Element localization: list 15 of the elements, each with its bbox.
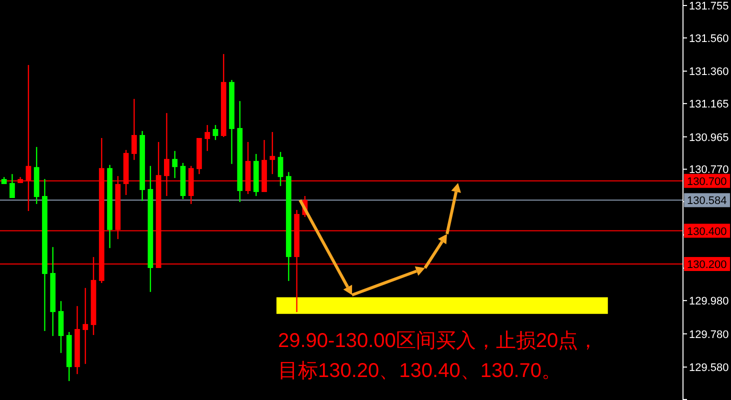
y-tick-label: 129.780 xyxy=(689,328,729,341)
y-tick-label: 131.165 xyxy=(689,98,729,111)
y-tick-label: 129.980 xyxy=(689,296,729,308)
y-tick-label: 130.770 xyxy=(689,164,729,176)
y-tick-label: 131.755 xyxy=(689,0,729,12)
y-tick-label: 131.360 xyxy=(689,66,729,78)
ref-line-label: 130.200 xyxy=(687,259,727,272)
ref-line-label: 130.400 xyxy=(687,226,727,238)
annotation: 目标130.20、130.40、130.70。 xyxy=(278,360,562,382)
ref-line-label: 130.584 xyxy=(687,195,727,208)
y-tick-label: 130.965 xyxy=(689,132,729,144)
y-tick-label: 129.580 xyxy=(689,362,729,374)
ref-line-label: 130.700 xyxy=(687,176,727,188)
annotation: 29.90-130.00区间买入，止损20点， xyxy=(278,330,598,352)
y-tick-label: 131.560 xyxy=(689,32,729,45)
